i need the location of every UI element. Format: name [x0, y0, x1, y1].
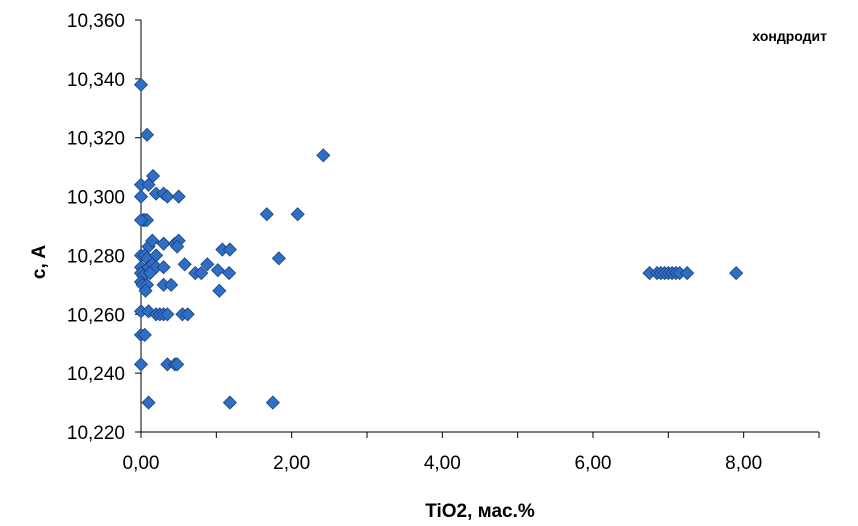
data-point — [142, 266, 158, 281]
data-point — [680, 266, 695, 281]
data-point — [271, 251, 286, 266]
data-point — [265, 395, 280, 410]
data-point — [222, 242, 237, 257]
x-tick-label: 0,00 — [123, 453, 160, 474]
x-tick-label: 2,00 — [273, 453, 310, 474]
y-tick-label: 10,240 — [67, 364, 125, 385]
data-point — [194, 266, 209, 281]
data-point — [156, 236, 171, 251]
data-point — [133, 77, 149, 92]
data-point — [139, 127, 155, 142]
data-point — [170, 357, 185, 372]
data-point — [316, 148, 331, 163]
data-point — [137, 327, 152, 342]
x-tick-label: 8,00 — [725, 453, 762, 474]
data-point — [133, 189, 149, 204]
y-tick-label: 10,340 — [67, 70, 125, 91]
y-tick-label: 10,360 — [67, 11, 125, 32]
data-point — [170, 239, 185, 254]
x-axis-title: TiO2, мас.% — [425, 501, 535, 522]
axes — [135, 19, 820, 438]
data-point — [138, 283, 153, 298]
y-tick-label: 10,220 — [67, 423, 125, 444]
data-point — [160, 189, 175, 204]
data-point — [156, 260, 171, 275]
data-point — [222, 395, 237, 410]
legend-entry: хондродит — [752, 28, 827, 44]
data-point — [259, 207, 274, 222]
data-point — [133, 357, 149, 372]
tick-labels: 10,220 10,240 10,260 10,280 10,300 10,320 10,3… — [67, 11, 762, 474]
y-axis-title: c, A — [29, 245, 50, 279]
data-point — [141, 395, 156, 410]
data-point — [133, 213, 149, 228]
data-point — [200, 257, 215, 272]
y-tick-label: 10,300 — [67, 188, 125, 209]
data-point — [210, 263, 225, 278]
data-point — [160, 307, 175, 322]
x-tick-label: 6,00 — [575, 453, 612, 474]
data-point — [164, 277, 179, 292]
y-tick-label: 10,260 — [67, 305, 125, 326]
y-tick-label: 10,320 — [67, 129, 125, 150]
data-point — [145, 168, 161, 184]
data-point — [171, 189, 186, 204]
data-point — [290, 207, 305, 222]
data-point — [729, 266, 744, 281]
x-tick-label: 4,00 — [424, 453, 461, 474]
data-points — [133, 77, 744, 410]
y-tick-label: 10,280 — [67, 246, 125, 267]
data-point — [145, 233, 160, 248]
data-point — [222, 266, 237, 281]
data-point — [177, 257, 192, 272]
data-point — [180, 307, 195, 322]
data-point — [212, 283, 227, 298]
